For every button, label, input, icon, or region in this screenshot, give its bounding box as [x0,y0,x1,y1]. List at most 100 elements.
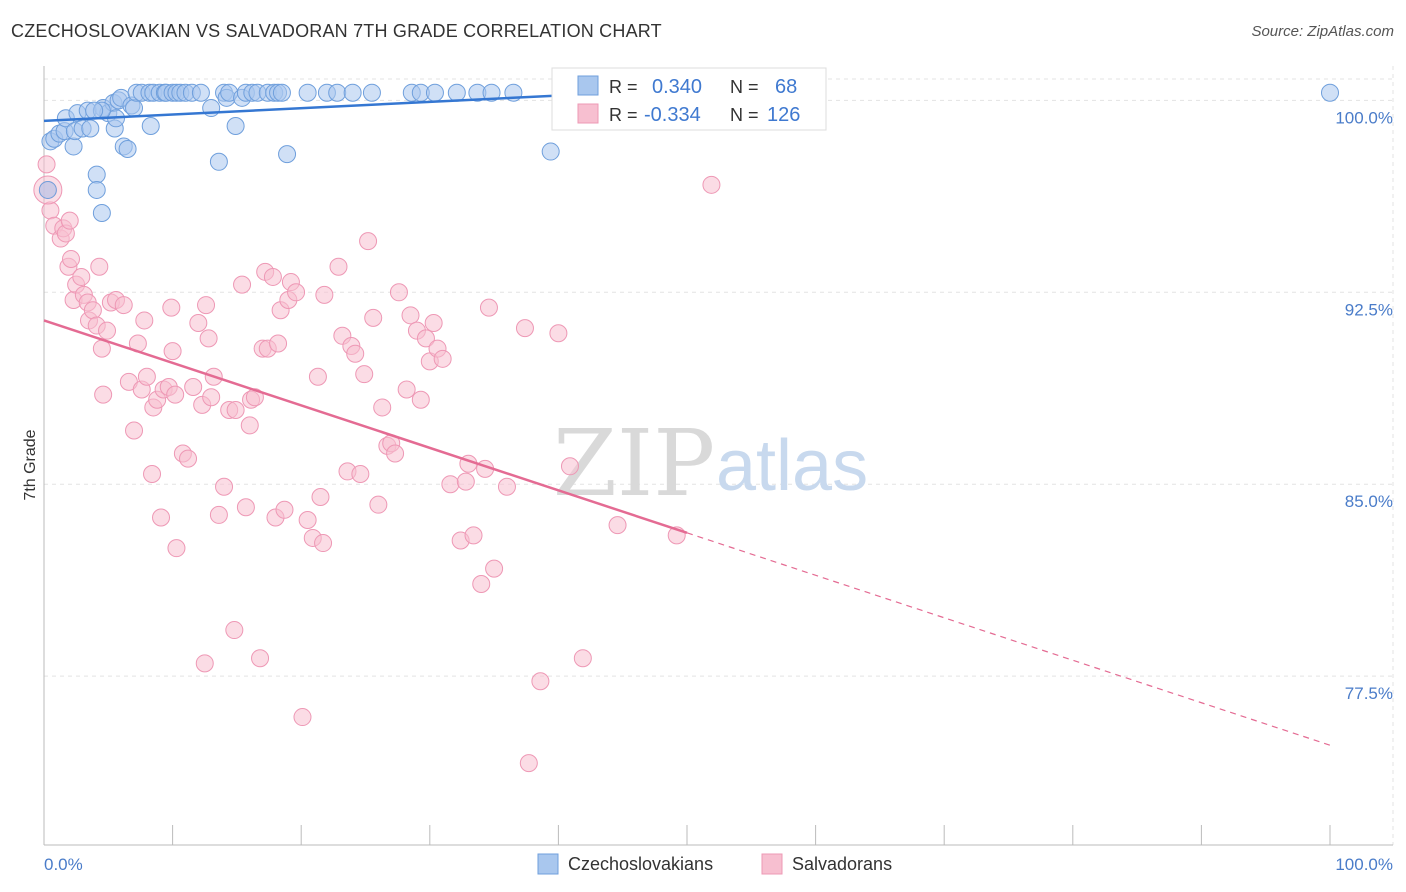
salvadoran-point [298,511,317,530]
salvadoran-point [166,385,185,404]
salvadoran-point [225,621,244,640]
salvadoran-point [62,250,81,269]
czechoslovakian-point [272,83,291,102]
czechoslovakian-point [92,203,111,222]
czechoslovakian-point [125,99,144,118]
salvadoran-point [83,301,102,320]
czechoslovakian-point [541,142,560,161]
salvadoran-point [152,508,171,527]
salvadoran-point [167,539,186,558]
salvadoran-point [359,232,378,251]
salvadoran-point [411,390,430,409]
salvadoran-point [162,298,181,317]
salvadoran-point [515,319,534,338]
salvadoran-point [226,401,245,419]
y-tick-label: 100.0% [1335,108,1393,127]
salvadoran-point [364,308,383,327]
salvadoran-point [251,649,270,668]
czechoslovakian-point [209,152,228,171]
salvadoran-point [549,324,568,343]
salvadoran-point [293,708,312,727]
stats-n-value-1: 68 [775,76,797,98]
y-tick-label: 85.0% [1345,492,1393,511]
salvadoran-point [346,344,365,363]
salvadoran-point [351,464,370,483]
salvadoran-point [215,477,234,496]
salvadoran-point [163,342,182,361]
salvadoran-point [202,388,221,407]
stats-r-value-1: 0.340 [652,76,702,98]
czechoslovakian-point [87,180,106,199]
salvadoran-point [240,416,259,435]
legend-label-czechoslovakians: Czechoslovakians [568,854,713,874]
trend-lines [43,94,1331,746]
czechoslovakian-point [85,101,104,120]
salvadoran-point [472,575,491,593]
czechoslovakian-point [81,119,100,138]
salvadoran-point [60,211,79,230]
czechoslovakian-point [482,83,501,102]
stats-swatch-pink [577,103,599,124]
salvadoran-point [497,477,516,496]
salvadoran-point [137,367,156,386]
czechoslovakian-point [362,83,381,102]
stats-n-value-2: 126 [767,104,800,126]
salvadoran-point [41,201,60,220]
salvadoran-point [308,367,327,386]
salvadoran-point [236,498,255,517]
salvadorans-trend-line [43,319,688,535]
salvadoran-point [369,495,388,514]
salvadoran-point [189,314,208,332]
salvadoran-point [135,311,154,330]
legend-swatch-salvadorans [761,853,783,875]
salvadoran-point [195,654,214,673]
stats-n-label-2: N = [730,105,759,125]
y-tick-label: 92.5% [1345,300,1393,319]
salvadoran-point [72,267,91,286]
salvadoran-point [397,380,416,399]
salvadoran-point [287,283,306,302]
salvadoran-point [416,329,435,348]
stats-swatch-blue [577,75,599,96]
stats-legend-box: R = 0.340 N = 68 R = -0.334 N = 126 [551,67,827,131]
salvadoran-point [464,526,483,545]
salvadoran-point [608,516,627,535]
salvadoran-point [386,444,405,463]
y-axis-title: 7th Grade [22,429,39,500]
salvadoran-point [209,505,228,524]
salvadoran-point [94,385,113,404]
salvadoran-point [179,449,198,468]
salvadoran-point [184,377,203,396]
salvadorans-trend-extension [686,532,1331,746]
chart-title: CZECHOSLOVAKIAN VS SALVADORAN 7TH GRADE … [11,21,662,41]
czechoslovakian-point [298,83,317,102]
stats-r-value-2: -0.334 [644,104,701,126]
salvadoran-point [233,275,252,294]
czechoslovakian-point [87,165,106,184]
salvadoran-point [314,534,333,553]
salvadorans-points [33,81,721,773]
salvadoran-point [401,306,420,325]
salvadoran-point [245,388,264,407]
salvadoran-point [531,672,550,691]
salvadoran-point [560,457,579,476]
salvadoran-point [456,472,475,491]
y-tick-label: 77.5% [1345,684,1393,703]
czechoslovakian-point [38,180,57,199]
salvadoran-point [311,488,330,506]
czechoslovakian-point [191,83,210,102]
salvadoran-point [125,421,144,440]
salvadoran-point [479,298,498,317]
salvadoran-point [197,296,216,315]
source-note: Source: ZipAtlas.com [1251,23,1394,40]
salvadoran-point [373,398,392,417]
czechoslovakian-point [141,116,160,135]
salvadoran-point [519,754,538,773]
salvadoran-point [441,475,460,494]
salvadoran-point [275,500,294,519]
salvadoran-point [263,267,282,286]
series-legend: Czechoslovakians Salvadorans [537,853,892,875]
salvadoran-point [199,329,218,348]
stats-r-label-2: R = [609,105,638,125]
salvadoran-point [485,559,504,578]
